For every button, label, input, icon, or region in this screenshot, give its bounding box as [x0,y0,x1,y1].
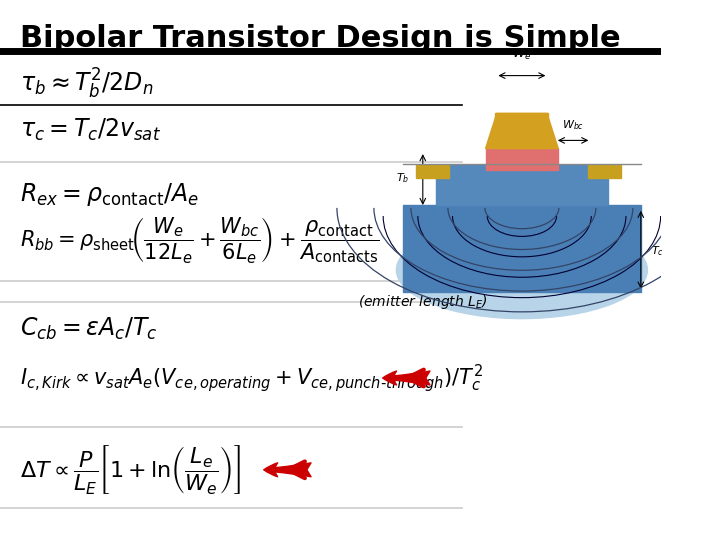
Text: $T_b$: $T_b$ [396,171,410,185]
Bar [403,205,641,292]
Text: $C_{cb} = \varepsilon A_c / T_c$: $C_{cb} = \varepsilon A_c / T_c$ [20,316,158,342]
Text: $R_{ex} = \rho_{\mathrm{contact}} / A_e$: $R_{ex} = \rho_{\mathrm{contact}} / A_e$ [20,181,199,208]
Text: $R_{bb} = \rho_{\mathrm{sheet}}\!\left(\dfrac{W_e}{12L_e} + \dfrac{W_{bc}}{6L_e}: $R_{bb} = \rho_{\mathrm{sheet}}\!\left(\… [20,215,379,265]
Text: $\tau_c = T_c / 2v_{sat}$: $\tau_c = T_c / 2v_{sat}$ [20,117,161,143]
Text: Bipolar Transistor Design is Simple: Bipolar Transistor Design is Simple [20,24,621,53]
Text: (emitter length $L_E$): (emitter length $L_E$) [358,293,487,312]
Ellipse shape [397,221,647,319]
Polygon shape [485,113,558,148]
Text: $\Delta T \propto \dfrac{P}{L_E}\left[1 + \ln\!\left(\dfrac{L_e}{W_e}\right)\rig: $\Delta T \propto \dfrac{P}{L_E}\left[1 … [20,443,241,496]
Text: $W_e$: $W_e$ [512,47,531,62]
Bar [588,165,621,178]
Text: $W_{bc}$: $W_{bc}$ [562,118,585,132]
Text: $I_{c,Kirk} \propto v_{sat} A_e (V_{ce,operating} + V_{ce,punch\text{-}through}): $I_{c,Kirk} \propto v_{sat} A_e (V_{ce,o… [20,362,483,394]
Text: $T_c$: $T_c$ [651,244,664,258]
Bar [485,148,558,170]
Text: $\tau_b \approx T_b^2 / 2D_n$: $\tau_b \approx T_b^2 / 2D_n$ [20,66,153,101]
Bar [495,113,549,148]
Bar [436,165,608,205]
Bar [416,165,449,178]
